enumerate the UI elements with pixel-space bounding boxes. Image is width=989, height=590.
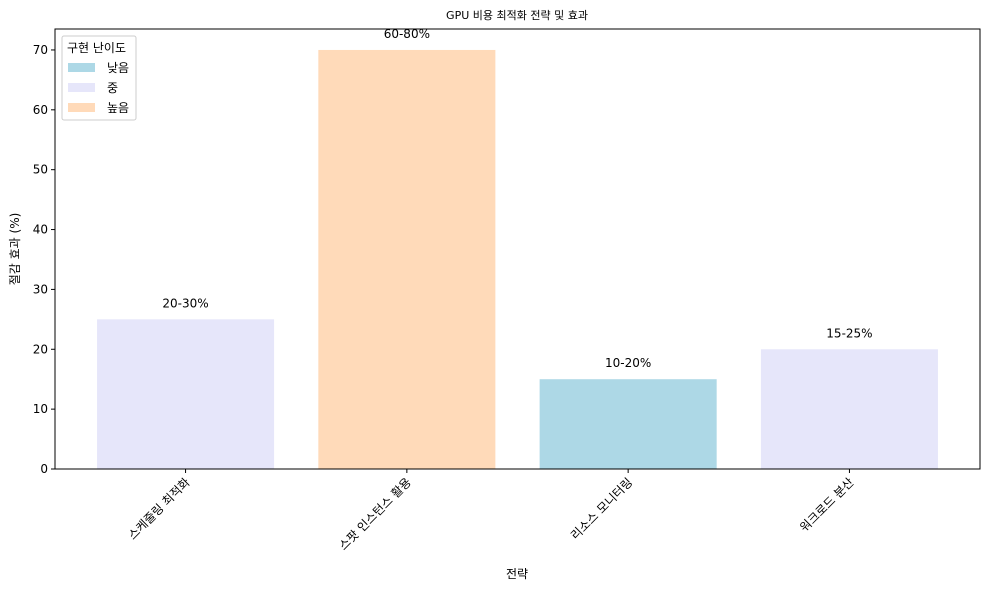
legend-label: 높음 [107, 101, 129, 115]
data-label: 15-25% [826, 326, 872, 340]
legend-title: 구현 난이도 [67, 41, 126, 55]
data-label: 10-20% [605, 356, 651, 370]
bar [760, 349, 938, 469]
chart-title: GPU 비용 최적화 전략 및 효과 [446, 9, 588, 22]
bar [318, 49, 496, 469]
x-tick-label: 스팟 인스턴스 활용 [336, 475, 414, 553]
legend-swatch [68, 63, 95, 72]
y-tick-label: 60 [33, 103, 48, 117]
y-tick-label: 10 [33, 402, 48, 416]
y-tick-label: 70 [33, 43, 48, 57]
y-tick-label: 20 [33, 342, 48, 356]
y-tick-label: 50 [33, 163, 48, 177]
bar [539, 379, 717, 469]
data-label: 60-80% [384, 27, 430, 41]
legend-label: 중 [107, 81, 118, 95]
legend-swatch [68, 103, 95, 112]
legend-swatch [68, 83, 95, 92]
legend-frame [61, 35, 137, 121]
x-tick-label: 워크로드 분산 [797, 475, 856, 534]
x-tick-label: 리소스 모니터링 [568, 475, 635, 542]
legend-label: 낮음 [107, 61, 129, 75]
data-label: 20-30% [162, 296, 208, 310]
y-tick-label: 30 [33, 282, 48, 296]
bar [97, 319, 275, 469]
y-tick-label: 0 [40, 462, 48, 476]
x-axis-label: 전략 [506, 567, 528, 581]
x-tick-label: 스케줄링 최적화 [125, 475, 192, 542]
y-tick-label: 40 [33, 223, 48, 237]
plot-frame [54, 28, 981, 470]
y-axis-label: 절감 효과 (%) [8, 213, 22, 286]
